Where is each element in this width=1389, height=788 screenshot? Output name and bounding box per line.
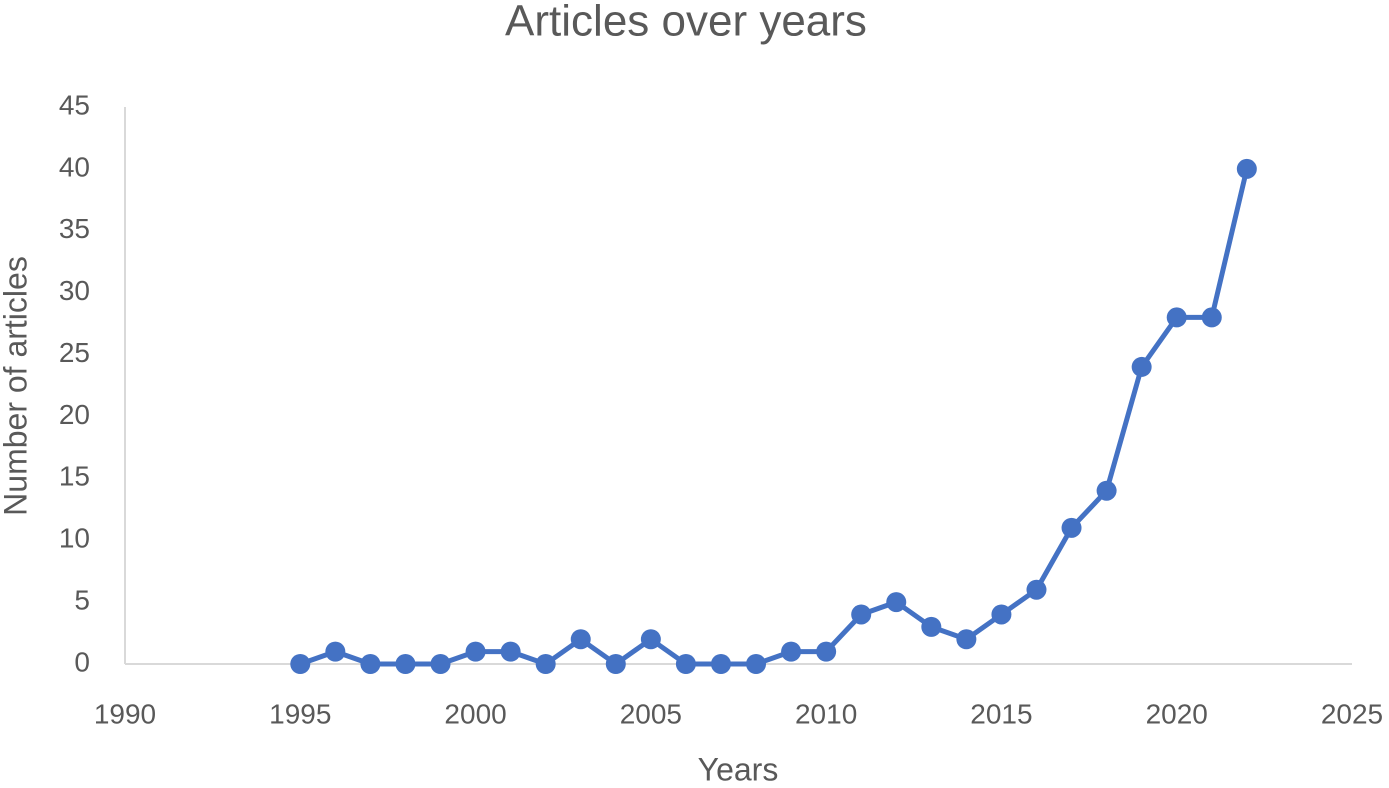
data-point xyxy=(360,654,381,674)
data-point xyxy=(1201,307,1222,328)
x-tick-label: 1990 xyxy=(94,698,156,729)
data-point xyxy=(1061,517,1082,538)
x-tick-label: 2010 xyxy=(795,698,857,729)
x-axis-title: Years xyxy=(698,751,779,787)
data-point xyxy=(290,654,311,674)
data-line xyxy=(299,168,1250,667)
y-tick-label: 15 xyxy=(59,461,90,492)
y-tick-label: 30 xyxy=(59,275,90,306)
data-point xyxy=(1166,307,1187,328)
y-axis-title: Number of articles xyxy=(0,256,33,516)
data-point xyxy=(570,629,591,650)
y-tick-label: 45 xyxy=(59,89,90,120)
data-point xyxy=(395,654,416,674)
y-tick-label: 25 xyxy=(59,337,90,368)
chart-title: Articles over years xyxy=(505,0,867,46)
data-point xyxy=(465,641,486,662)
x-tick-label: 2000 xyxy=(444,698,506,729)
data-point xyxy=(746,654,767,674)
x-tick-label: 2005 xyxy=(620,698,682,729)
data-point xyxy=(605,654,626,674)
y-tick-label: 20 xyxy=(59,399,90,430)
data-point xyxy=(1236,158,1257,179)
data-point xyxy=(535,654,556,674)
x-tick-label: 1995 xyxy=(269,698,331,729)
data-point xyxy=(781,641,802,662)
data-point xyxy=(1096,480,1117,501)
data-point xyxy=(675,654,696,674)
data-point xyxy=(991,604,1012,625)
y-tick-label: 10 xyxy=(59,523,90,554)
x-tick-label: 2015 xyxy=(970,698,1032,729)
y-tick-label: 40 xyxy=(59,151,90,182)
x-tick-label: 2020 xyxy=(1146,698,1208,729)
data-point xyxy=(430,654,451,674)
data-point xyxy=(710,654,731,674)
data-point xyxy=(1131,356,1152,377)
x-tick-label: 2025 xyxy=(1321,698,1383,729)
data-point xyxy=(956,629,977,650)
y-tick-label: 5 xyxy=(74,585,90,616)
data-point xyxy=(325,641,346,662)
y-tick-label: 35 xyxy=(59,213,90,244)
data-point xyxy=(851,604,872,625)
data-point xyxy=(921,616,942,637)
y-tick-label: 0 xyxy=(74,646,90,677)
data-point xyxy=(1026,579,1047,600)
data-point xyxy=(886,592,907,613)
data-point xyxy=(500,641,521,662)
data-point xyxy=(816,641,837,662)
data-point xyxy=(640,629,661,650)
